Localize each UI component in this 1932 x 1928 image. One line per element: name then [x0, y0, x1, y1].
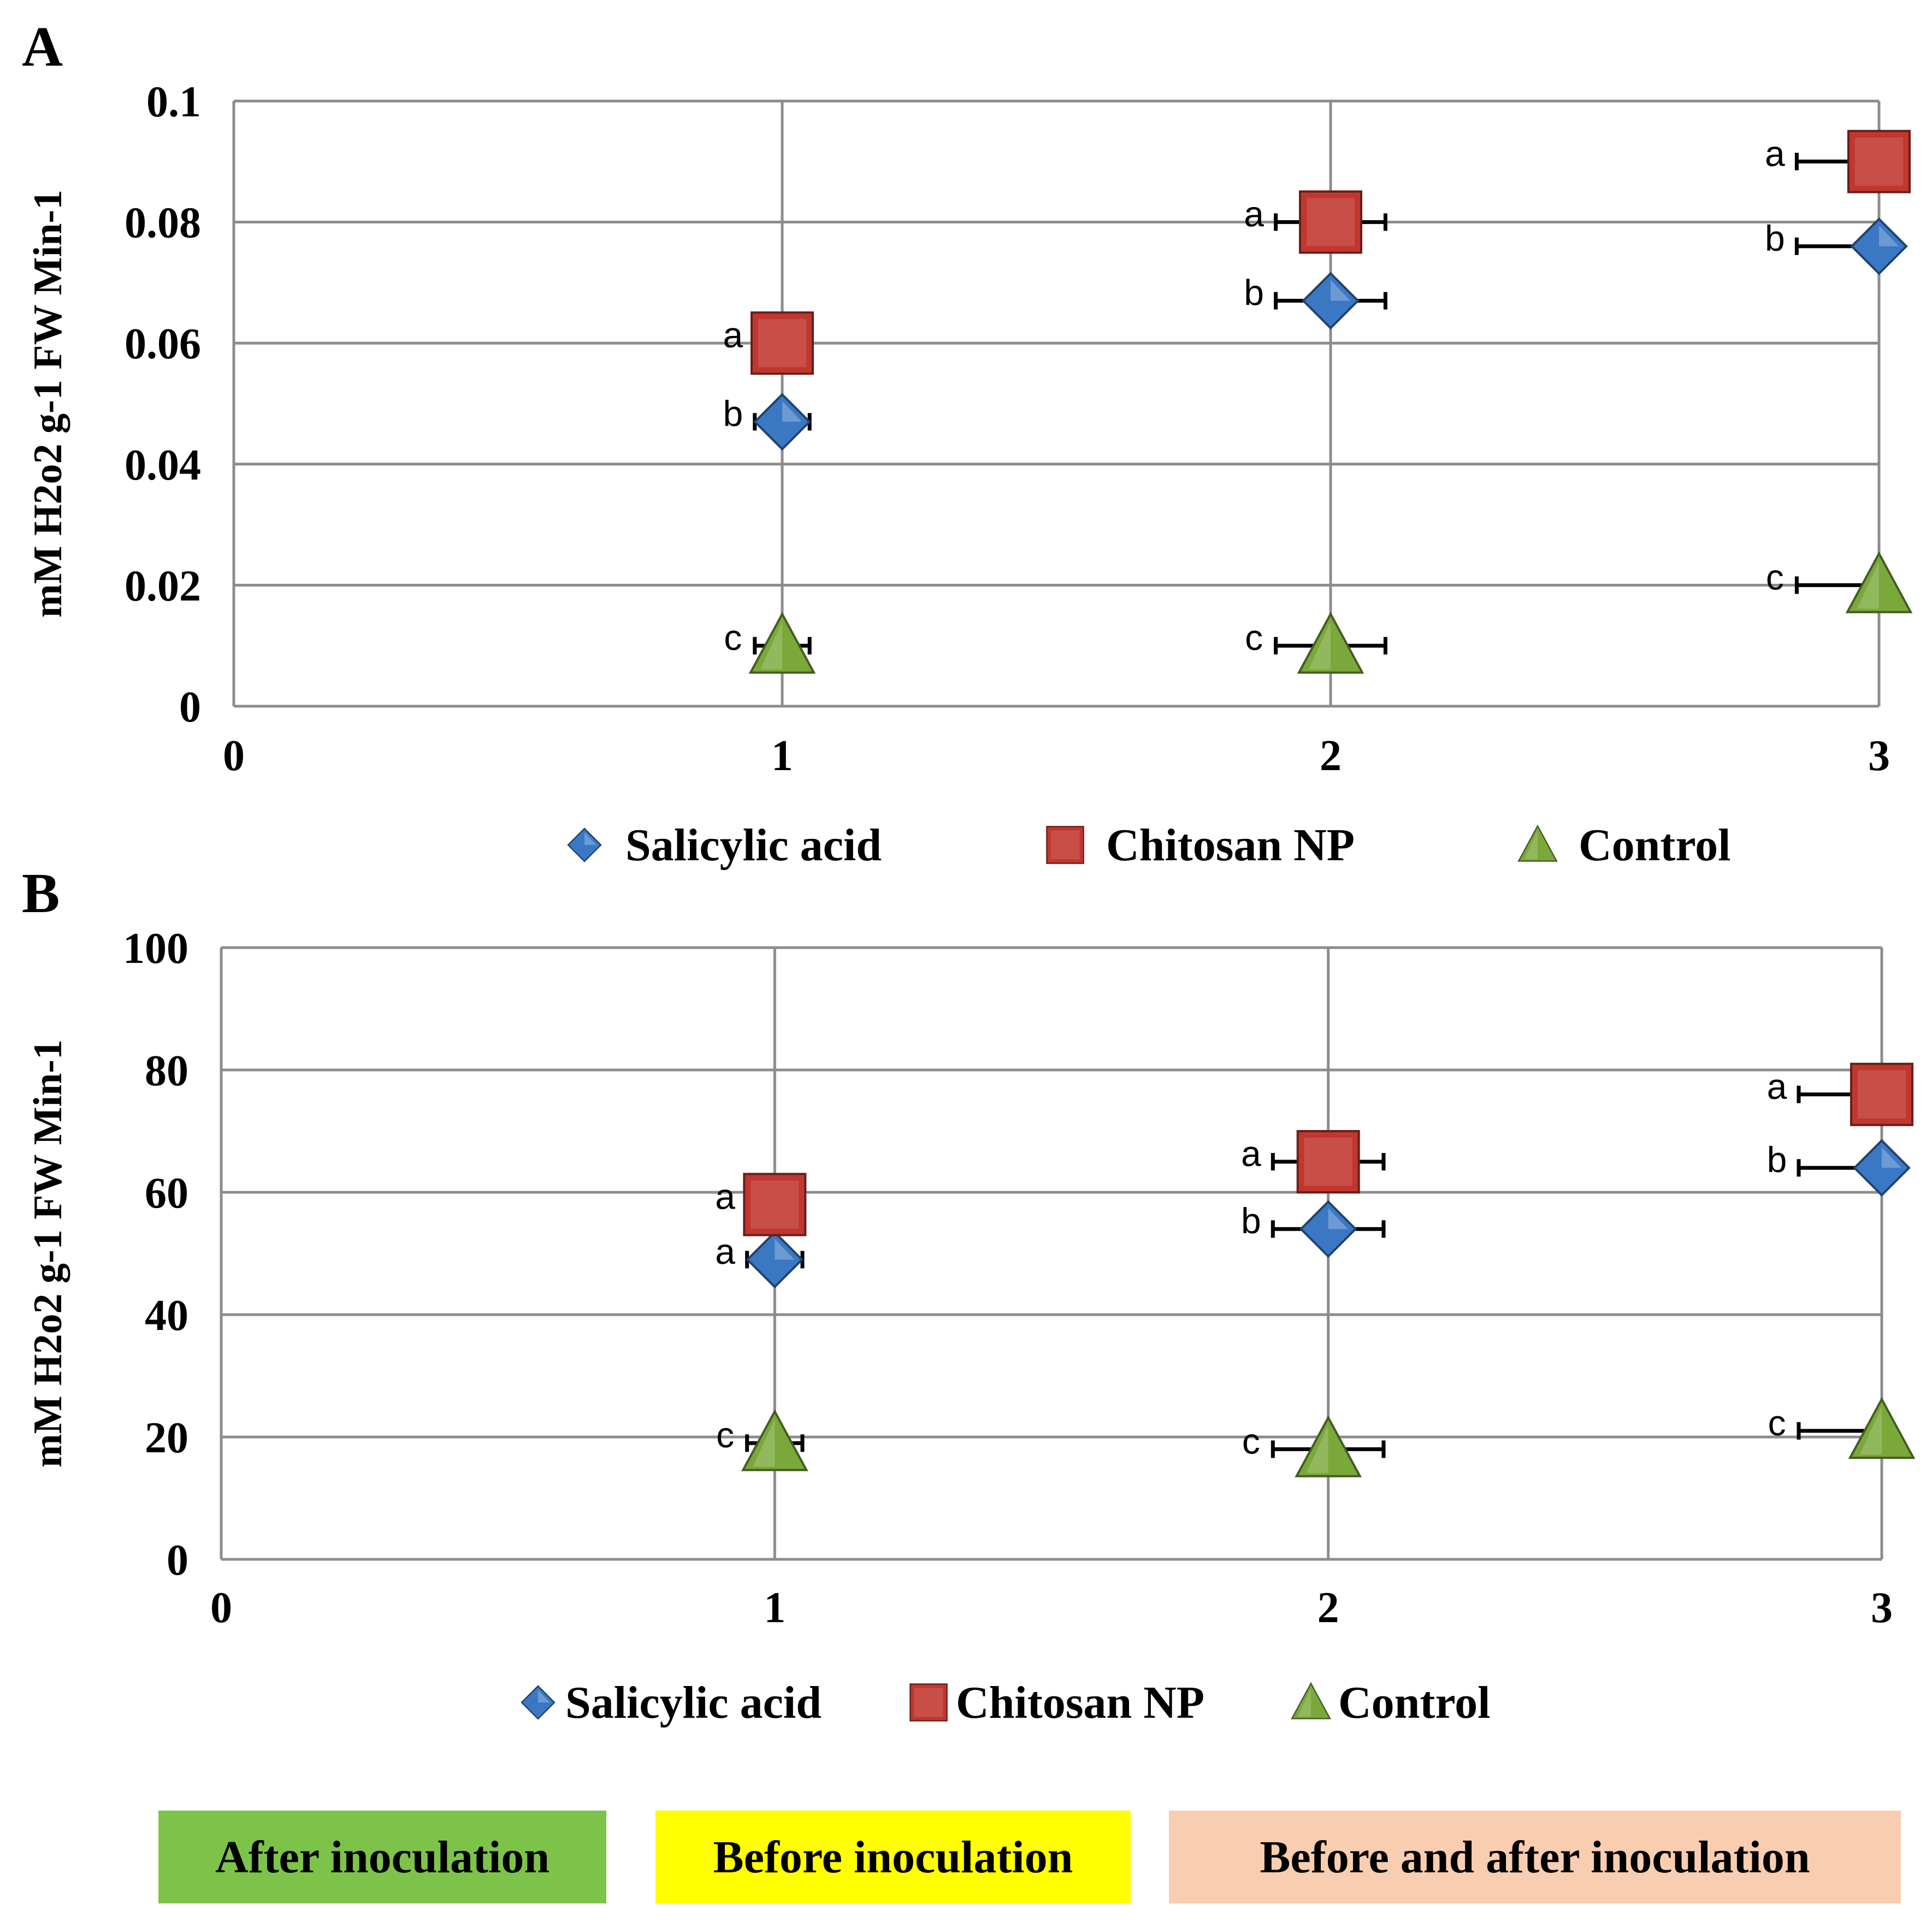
legend-item: Salicylic acid — [567, 820, 882, 871]
legend-item: Chitosan NP — [909, 1677, 1204, 1728]
x-tick-label: 1 — [764, 1584, 785, 1632]
chart-panel-a: A 0 0.02 0.04 0.06 0.08 0.1 0 1 2 3 mM H2o2 g-1 FW … — [22, 15, 1913, 871]
legend-item: Control — [1517, 820, 1730, 871]
y-tick-label: 40 — [145, 1292, 188, 1340]
y-tick-label: 0.1 — [146, 78, 201, 126]
significance-letter: a — [1241, 1133, 1261, 1174]
diamond-marker — [1850, 217, 1908, 275]
y-tick-label: 0.06 — [125, 320, 201, 368]
x-tick-label: 2 — [1317, 1584, 1339, 1632]
significance-letter: b — [723, 393, 743, 434]
legend: Salicylic acid Chitosan NP Control — [521, 1677, 1490, 1728]
significance-letter: b — [1241, 1200, 1261, 1241]
diamond-legend-icon — [521, 1685, 556, 1720]
significance-letter: a — [723, 315, 743, 355]
legend-label: Salicylic acid — [565, 1677, 822, 1728]
x-tick-label: 1 — [771, 732, 793, 780]
square-marker — [1296, 1130, 1360, 1193]
square-marker — [1850, 1062, 1913, 1126]
x-tick-label: 0 — [210, 1584, 232, 1632]
legend-item: Salicylic acid — [521, 1677, 822, 1728]
legend-item: Chitosan NP — [1046, 820, 1355, 871]
x-tick-label: 0 — [223, 732, 245, 780]
square-marker — [1299, 190, 1362, 254]
y-tick-label: 20 — [145, 1414, 188, 1462]
triangle-legend-icon — [1517, 824, 1558, 862]
legend-label: Salicylic acid — [625, 820, 882, 871]
significance-letter: c — [1766, 557, 1784, 597]
square-marker — [743, 1173, 807, 1237]
significance-letter: c — [1245, 617, 1263, 658]
panel-letter: B — [22, 862, 60, 925]
significance-letter: b — [1244, 273, 1264, 313]
y-tick-label: 0.02 — [125, 562, 201, 610]
diamond-marker — [753, 393, 811, 451]
x-tick-label: 3 — [1871, 1584, 1893, 1632]
square-legend-icon — [909, 1683, 948, 1722]
legend-label: Control — [1579, 820, 1730, 871]
diamond-marker — [1299, 1200, 1357, 1258]
diamond-legend-icon — [567, 827, 602, 862]
x-tick-label: 3 — [1868, 732, 1890, 780]
triangle-marker — [748, 611, 816, 674]
diamond-marker — [1853, 1139, 1911, 1197]
legend-label: Chitosan NP — [1106, 820, 1355, 871]
x-tick-label: 2 — [1320, 732, 1342, 780]
legend-label: Chitosan NP — [956, 1677, 1204, 1728]
significance-letter: c — [724, 617, 742, 658]
significance-letter: a — [1767, 1066, 1787, 1107]
y-axis-title: mM H2o2 g-1 FW Min-1 — [26, 190, 70, 618]
y-tick-label: 80 — [145, 1047, 188, 1095]
panel-letter: A — [22, 15, 63, 78]
y-tick-label: 60 — [145, 1169, 188, 1217]
significance-letter: b — [1765, 218, 1785, 258]
triangle-marker — [1297, 611, 1364, 674]
square-marker — [751, 311, 814, 375]
triangle-marker — [1295, 1415, 1362, 1477]
phase-legend: After inoculation Before inoculation Bef… — [0, 1811, 1932, 1909]
triangle-marker — [1848, 1397, 1916, 1459]
legend-label: Control — [1338, 1677, 1490, 1728]
triangle-marker — [1845, 551, 1913, 613]
diamond-marker — [1302, 271, 1360, 330]
phase-box-before: Before inoculation — [655, 1811, 1131, 1903]
significance-letter: b — [1767, 1139, 1787, 1180]
significance-letter: a — [715, 1176, 735, 1216]
triangle-legend-icon — [1291, 1682, 1331, 1719]
y-tick-label: 0 — [167, 1536, 188, 1584]
significance-letter: a — [715, 1231, 735, 1271]
y-axis-title: mM H2o2 g-1 FW Min-1 — [26, 1039, 70, 1468]
y-tick-label: 100 — [123, 925, 188, 973]
y-tick-label: 0 — [179, 683, 201, 731]
triangle-marker — [741, 1409, 808, 1471]
phase-box-before-and-after: Before and after inoculation — [1169, 1811, 1901, 1903]
legend-item: Control — [1291, 1677, 1490, 1728]
y-tick-label: 0.04 — [125, 441, 201, 489]
significance-letter: a — [1244, 194, 1264, 234]
significance-letter: a — [1765, 133, 1785, 174]
square-marker — [1847, 129, 1911, 193]
significance-letter: c — [1242, 1421, 1260, 1461]
diamond-marker — [746, 1231, 804, 1289]
square-legend-icon — [1046, 826, 1084, 864]
legend: Salicylic acid Chitosan NP Control — [567, 820, 1730, 871]
significance-letter: c — [1768, 1403, 1786, 1443]
phase-box-after: After inoculation — [158, 1811, 606, 1903]
significance-letter: c — [716, 1415, 734, 1455]
y-tick-label: 0.08 — [125, 199, 201, 247]
